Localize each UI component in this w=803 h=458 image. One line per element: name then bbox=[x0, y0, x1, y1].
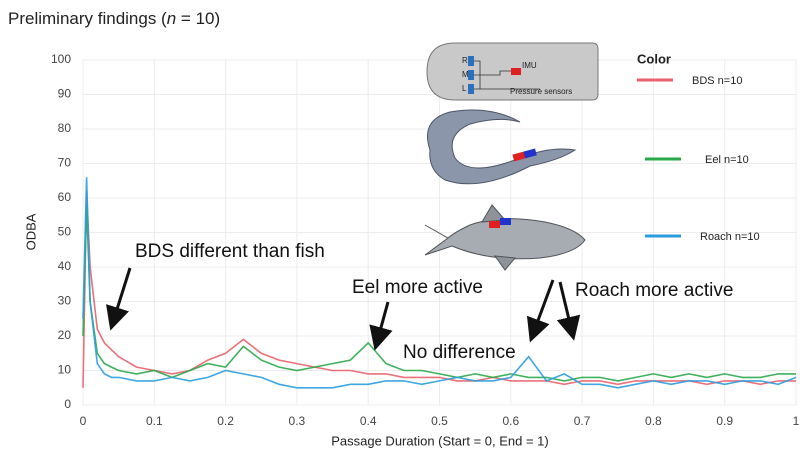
y-axis-label: ODBA bbox=[23, 213, 38, 250]
y-tick-label: 60 bbox=[58, 190, 72, 204]
inset-label: M bbox=[462, 70, 469, 79]
y-tick-label: 30 bbox=[58, 294, 72, 308]
title-part: n bbox=[167, 9, 176, 28]
inset-label: Pressure sensors bbox=[510, 87, 572, 96]
series-line bbox=[82, 177, 797, 389]
annotation: BDS different than fish bbox=[135, 241, 325, 262]
y-tick-label: 50 bbox=[58, 225, 72, 239]
title-part: = 10) bbox=[176, 9, 220, 28]
y-tick-label: 80 bbox=[58, 121, 72, 135]
annotation: Eel more active bbox=[352, 277, 483, 298]
x-tick-label: 0.5 bbox=[431, 414, 448, 428]
annotation: No difference bbox=[403, 342, 516, 363]
x-tick-label: 0.1 bbox=[146, 414, 163, 428]
annotation: Roach more active bbox=[575, 280, 733, 301]
arrows bbox=[106, 267, 581, 351]
y-tick-label: 100 bbox=[51, 52, 71, 66]
x-tick-label: 0.4 bbox=[360, 414, 377, 428]
x-tick-label: 0.9 bbox=[716, 414, 733, 428]
legend: BDS n=10 Eel n=10 Roach n=10 bbox=[637, 75, 760, 243]
inset-label: IMU bbox=[522, 61, 537, 70]
y-tick-label: 10 bbox=[58, 363, 72, 377]
legend-label: BDS n=10 bbox=[692, 75, 742, 87]
x-tick-label: 0 bbox=[80, 414, 87, 428]
chart-title: Preliminary findings (n = 10) bbox=[8, 9, 220, 28]
y-tick-label: 90 bbox=[58, 87, 72, 101]
inset-label: L bbox=[462, 84, 467, 93]
sensor-inset: R M L IMU Pressure sensors bbox=[426, 42, 599, 101]
legend-label: Roach n=10 bbox=[700, 231, 760, 243]
inset-label: R bbox=[462, 56, 468, 65]
y-tick-label: 0 bbox=[64, 397, 71, 411]
y-tick-label: 40 bbox=[58, 259, 72, 273]
legend-label: Eel n=10 bbox=[705, 154, 749, 166]
x-tick-label: 0.6 bbox=[502, 414, 519, 428]
x-tick-label: 0.8 bbox=[645, 414, 662, 428]
title-part: Preliminary findings ( bbox=[8, 9, 167, 28]
y-tick-label: 20 bbox=[58, 328, 72, 342]
legend-title: Color bbox=[637, 51, 671, 66]
fish-inset bbox=[424, 204, 586, 271]
x-tick-label: 0.3 bbox=[289, 414, 306, 428]
x-axis-label: Passage Duration (Start = 0, End = 1) bbox=[331, 433, 549, 448]
series-line bbox=[82, 191, 796, 388]
y-tick-label: 70 bbox=[58, 156, 72, 170]
eel-inset bbox=[427, 109, 577, 185]
x-tick-label: 0.7 bbox=[574, 414, 591, 428]
x-tick-label: 1 bbox=[793, 414, 800, 428]
series-line bbox=[82, 204, 796, 382]
x-tick-label: 0.2 bbox=[217, 414, 234, 428]
